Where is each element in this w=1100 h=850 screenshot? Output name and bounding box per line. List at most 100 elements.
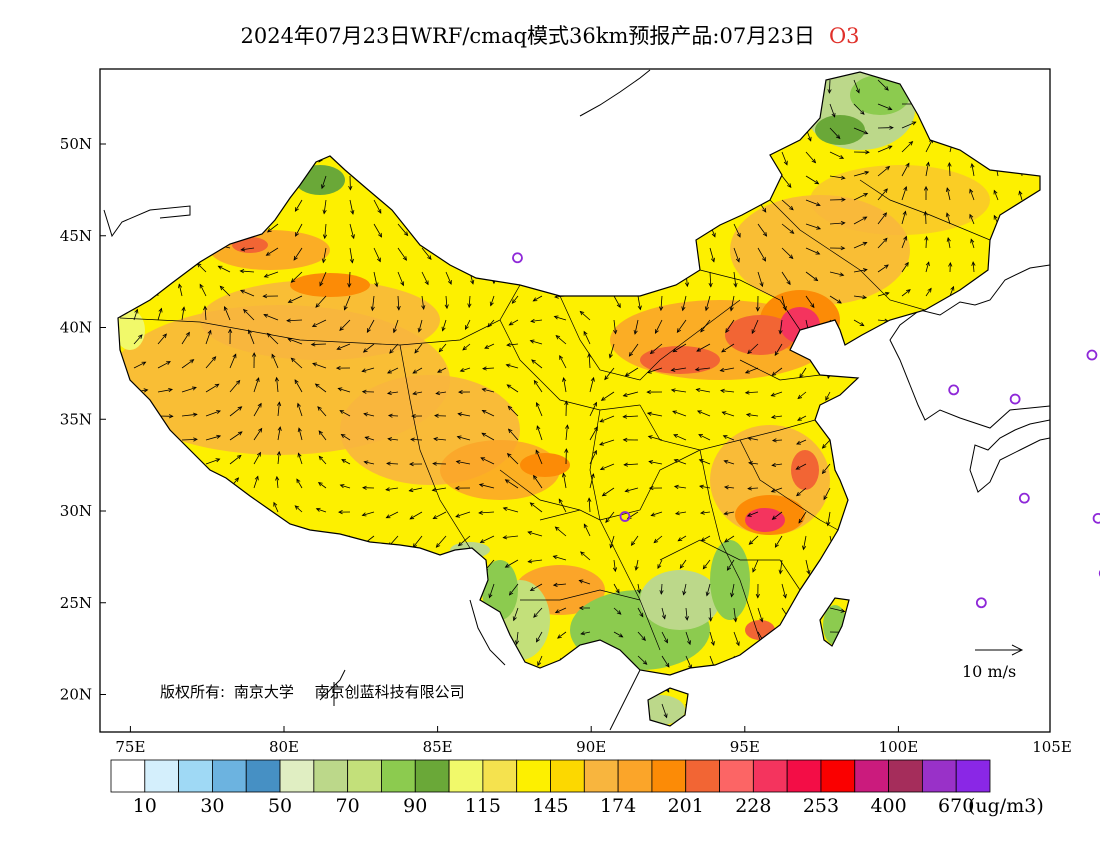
wind-arrow [853,367,858,378]
colorbar-label: 253 [803,795,839,817]
wind-arrow [877,103,893,111]
wind-arrow [487,319,495,328]
wind-arrow [155,570,160,585]
wind-arrow [901,79,917,87]
wind-arrow [293,631,303,645]
wind-arrow [925,571,935,585]
wind-arrow [973,548,983,561]
wind-arrow [294,379,303,393]
wind-arrow [555,334,567,345]
wind-arrow [205,501,216,513]
wind-arrow [467,583,472,600]
wind-arrow [901,720,910,726]
wind-arrow [469,247,477,261]
wind-arrow [709,703,714,720]
wind-arrow [733,631,740,647]
wind-arrow [421,247,432,260]
wind-arrow [628,343,639,357]
wind-arrow [925,117,938,129]
wind-arrow [997,549,1006,561]
colorbar-swatch [888,759,923,793]
wind-arrow [341,459,351,465]
wind-arrow [853,559,868,568]
wind-scale-label: 10 m/s [962,662,1016,681]
wind-arrow [229,499,236,513]
wind-arrow [531,359,543,369]
wind-arrow [624,487,639,493]
wind-arrow [578,605,591,611]
wind-arrow [263,271,279,278]
wind-arrow [829,246,846,251]
wind-arrow [205,329,212,345]
wind-arrow [973,336,986,345]
wind-arrow [387,437,399,442]
wind-arrow [412,367,423,374]
wind-arrow [527,530,543,537]
wind-arrow [469,175,476,191]
lat-tick-label: 35N [60,410,92,428]
wind-arrow [294,505,303,513]
wind-arrow [444,583,450,600]
wind-arrow [339,410,351,417]
colorbar-label: 174 [600,795,636,817]
wind-arrow [637,175,644,185]
wind-arrow [437,103,447,117]
wind-arrow [392,319,399,334]
wind-arrow [276,450,281,465]
wind-arrow [118,72,123,81]
wind-arrow [613,295,621,309]
wind-arrow [203,547,208,561]
wind-arrow [152,596,159,609]
wind-arrow [267,199,279,208]
wind-arrow [661,271,667,287]
wind-arrow [670,367,687,372]
wind-arrow [421,583,426,600]
wind-arrow [661,703,668,719]
wind-arrow [409,462,423,467]
wind-arrow [901,643,907,657]
wind-arrow [181,546,186,561]
lon-tick-label: 75E [115,738,145,756]
wind-arrow [239,269,255,274]
wind-arrow [362,343,375,353]
wind-arrow [805,583,815,597]
wind-arrow [853,103,865,115]
wind-arrow [535,703,543,713]
wind-arrow [673,459,687,465]
wind-arrow [421,151,427,168]
wind-arrow [634,559,639,571]
wind-arrow [877,237,888,249]
wind-arrow [901,618,908,633]
wind-arrow [709,631,715,647]
wind-arrow [583,523,591,537]
wind-arrow [1021,573,1027,585]
wind-arrow [290,583,303,590]
wind-arrow [729,295,735,312]
wind-arrow [515,199,520,215]
wind-arrow [877,79,889,91]
wind-arrow [670,388,687,393]
wind-arrow [340,559,351,570]
wind-arrow [970,238,975,249]
wind-arrow [314,383,327,393]
wind-arrow [805,271,819,282]
wind-arrow [901,162,910,177]
wind-arrow [613,607,622,615]
wind-arrow [748,535,759,545]
wind-arrow [321,175,327,190]
wind-arrow [649,343,663,355]
wind-arrow [795,463,807,470]
wind-arrow [995,596,1000,609]
wind-arrow [672,343,687,353]
wind-arrow [363,412,375,417]
wind-arrow [102,164,110,176]
wind-arrow [133,484,150,489]
wind-arrow [220,171,231,177]
wind-arrow [747,343,759,355]
wind-arrow [373,223,382,238]
wind-arrow [946,645,951,657]
wind-arrow [458,389,471,395]
wind-arrow [478,510,495,515]
wind-arrow [557,223,567,232]
china-outline [117,71,1041,727]
